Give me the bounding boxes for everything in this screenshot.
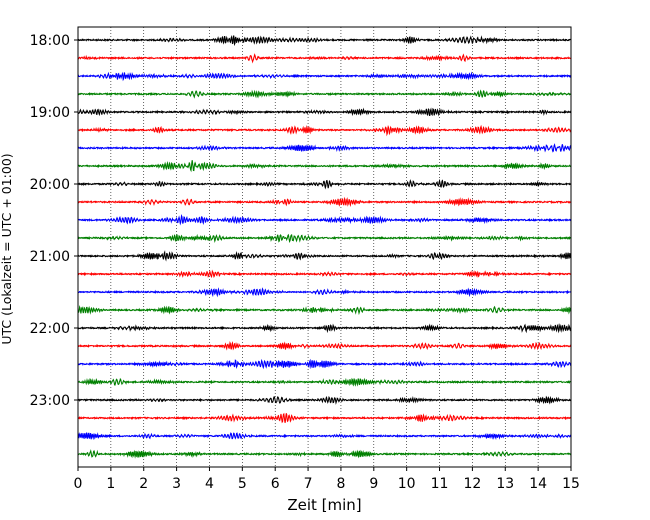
- trace-line: [77, 124, 572, 137]
- trace-line: [77, 377, 572, 387]
- trace-line: [77, 287, 572, 298]
- x-tick-label: 15: [562, 476, 580, 492]
- x-tick-label: 9: [369, 476, 378, 492]
- y-tick-label: 19:00: [30, 105, 70, 121]
- trace-line: [77, 341, 572, 351]
- y-tick-label: 22:00: [30, 321, 70, 337]
- x-tick-label: 4: [205, 476, 214, 492]
- x-tick-label: 10: [398, 476, 416, 492]
- trace-line: [77, 214, 572, 226]
- x-tick-label: 7: [304, 476, 313, 492]
- x-tick-label: 0: [74, 476, 83, 492]
- trace-line: [77, 107, 572, 117]
- trace-line: [77, 143, 572, 153]
- y-axis-label: UTC (Lokalzeit = UTC + 01:00): [0, 153, 14, 344]
- y-tick-label: 18:00: [30, 33, 70, 49]
- x-tick-label: 1: [106, 476, 115, 492]
- trace-line: [77, 71, 572, 82]
- x-tick-label: 6: [271, 476, 280, 492]
- plot-frame: [77, 26, 572, 468]
- x-tick-label: 14: [529, 476, 547, 492]
- trace-line: [77, 250, 572, 262]
- y-axis-ticks: 18:00 19:00 20:00 21:00 22:00 23:00: [30, 33, 78, 409]
- x-tick-label: 2: [139, 476, 148, 492]
- trace-line: [77, 323, 572, 334]
- x-tick-label: 12: [463, 476, 481, 492]
- y-tick-label: 21:00: [30, 249, 70, 265]
- trace-line: [77, 178, 572, 190]
- trace-line: [77, 160, 572, 173]
- x-tick-label: 3: [172, 476, 181, 492]
- trace-series: [77, 34, 572, 459]
- trace-line: [77, 412, 572, 424]
- trace-line: [77, 358, 572, 370]
- trace-line: [77, 89, 572, 99]
- trace-line: [77, 304, 572, 316]
- x-tick-label: 13: [496, 476, 514, 492]
- x-tick-label: 8: [336, 476, 345, 492]
- trace-line: [77, 233, 572, 244]
- trace-line: [77, 196, 572, 208]
- trace-line: [77, 269, 572, 279]
- y-tick-label: 20:00: [30, 177, 70, 193]
- trace-line: [77, 449, 572, 459]
- x-tick-label: 5: [238, 476, 247, 492]
- trace-line: [77, 395, 572, 405]
- vertical-grid: [110, 27, 539, 467]
- y-tick-label: 23:00: [30, 393, 70, 409]
- trace-line: [77, 432, 572, 441]
- trace-line: [77, 34, 572, 47]
- x-axis-label: Zeit [min]: [287, 496, 361, 514]
- x-tick-label: 11: [431, 476, 449, 492]
- x-axis-ticks: 0 1 2 3 4 5 6 7 8 9 10 11 12 13 14 15: [74, 467, 580, 492]
- trace-line: [77, 53, 572, 64]
